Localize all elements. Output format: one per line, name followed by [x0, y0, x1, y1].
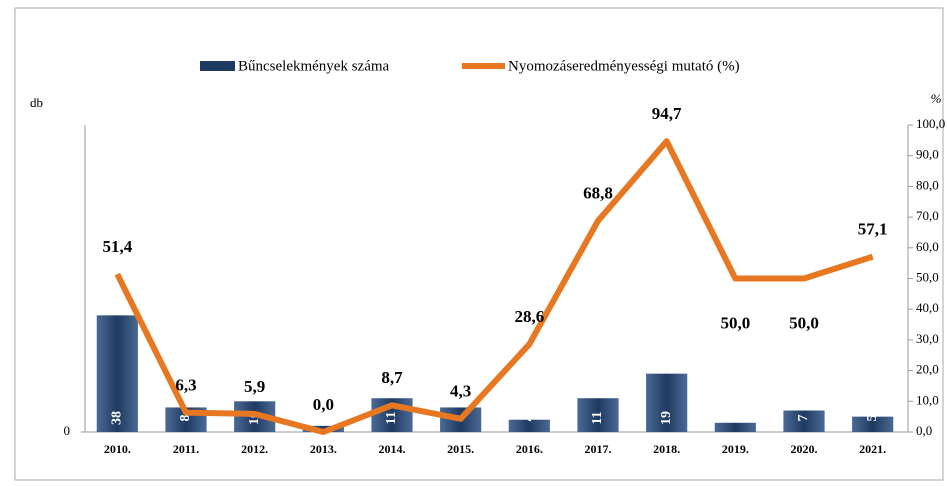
bar: [96, 315, 138, 432]
x-tick-label: 2019.: [722, 442, 749, 456]
line-value-label: 6,3: [175, 376, 196, 395]
y2-tick-label: 100,0: [916, 116, 945, 131]
x-tick-label: 2020.: [791, 442, 818, 456]
bar: [646, 373, 688, 432]
x-tick-label: 2011.: [173, 442, 199, 456]
x-tick-label: 2018.: [653, 442, 680, 456]
legend-label: Bűncselekmények száma: [238, 58, 390, 74]
line-value-label: 5,9: [244, 377, 265, 396]
bar-value-label: 8: [178, 415, 193, 422]
x-tick-label: 2021.: [859, 442, 886, 456]
line-value-label: 0,0: [313, 395, 334, 414]
bar: [783, 410, 825, 432]
x-tick-label: 2014.: [379, 442, 406, 456]
bar-value-label: 2: [316, 415, 331, 422]
y2-tick-label: 70,0: [916, 208, 939, 223]
y2-tick-label: 40,0: [916, 300, 939, 315]
line-value-label: 4,3: [450, 382, 471, 401]
line-value-label: 51,4: [102, 237, 132, 256]
y2-axis-label: %: [931, 91, 942, 106]
y-tick-label: 0: [64, 423, 71, 438]
line: [114, 138, 874, 435]
bar: [508, 419, 550, 432]
y2-tick-label: 20,0: [916, 362, 939, 377]
y2-tick-label: 50,0: [916, 269, 939, 284]
x-tick-label: 2010.: [104, 442, 131, 456]
line-value-label: 8,7: [381, 368, 403, 387]
y2-tick-label: 0,0: [916, 423, 932, 438]
legend-label: Nyomozáseredményességi mutató (%): [508, 58, 740, 74]
x-tick-label: 2017.: [585, 442, 612, 456]
bar-value-label: 11: [384, 411, 399, 424]
line-value-label: 50,0: [789, 313, 819, 332]
y2-tick-label: 30,0: [916, 331, 939, 346]
line-value-label: 57,1: [858, 220, 888, 239]
line-value-label: 94,7: [652, 104, 682, 123]
bar: [852, 416, 894, 432]
bar-value-label: 7: [796, 415, 811, 422]
bar-value-label: 4: [522, 415, 537, 422]
bar: [577, 398, 619, 432]
y-axis-label: db: [30, 95, 43, 110]
bar-value-label: 3: [728, 415, 743, 422]
chart-frame: [14, 7, 944, 481]
legend-swatch: [200, 61, 235, 71]
x-tick-label: 2015.: [447, 442, 474, 456]
line-value-label: 68,8: [583, 184, 613, 203]
x-tick-label: 2012.: [241, 442, 268, 456]
bar: [714, 422, 756, 432]
line-value-label: 50,0: [720, 313, 750, 332]
bar-value-label: 19: [659, 411, 674, 425]
bar-value-label: 5: [865, 415, 880, 422]
y2-tick-label: 10,0: [916, 392, 939, 407]
y2-tick-label: 60,0: [916, 239, 939, 254]
y2-tick-label: 90,0: [916, 147, 939, 162]
y2-tick-label: 80,0: [916, 177, 939, 192]
x-tick-label: 2016.: [516, 442, 543, 456]
x-tick-label: 2013.: [310, 442, 337, 456]
bar-value-label: 38: [110, 411, 125, 425]
bar-value-label: 11: [590, 411, 605, 424]
line-value-label: 28,6: [514, 307, 544, 326]
